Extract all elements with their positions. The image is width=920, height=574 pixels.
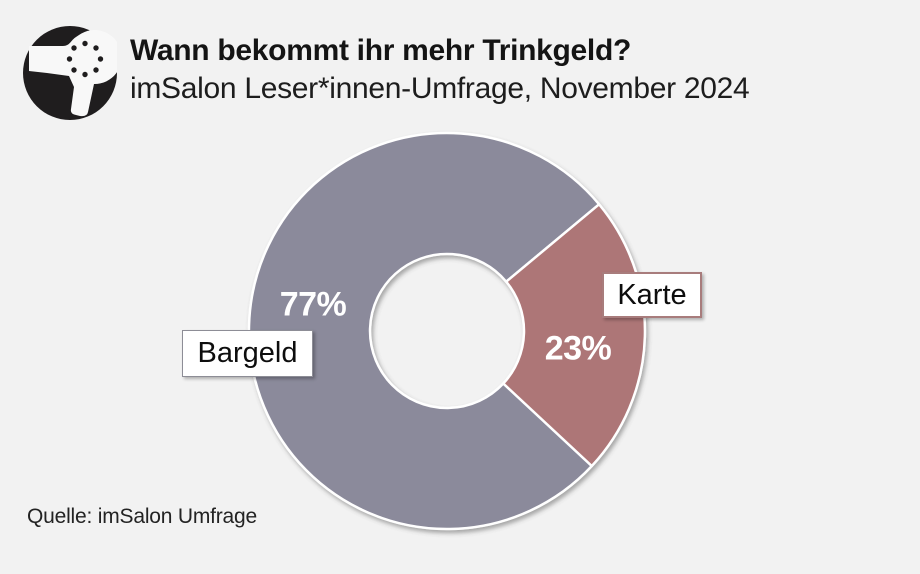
slice-percent-karte: 23% xyxy=(544,329,612,368)
source-note: Quelle: imSalon Umfrage xyxy=(27,505,257,528)
chart-title: Wann bekommt ihr mehr Trinkgeld? xyxy=(130,34,632,67)
chart-subtitle: imSalon Leser*innen-Umfrage, November 20… xyxy=(130,72,750,105)
slice-label-box-bargeld: Bargeld xyxy=(182,330,313,377)
title-block: Wann bekommt ihr mehr Trinkgeld? imSalon… xyxy=(130,34,750,109)
imsalon-logo xyxy=(23,26,122,120)
donut-slice-bargeld xyxy=(247,131,601,531)
hairdryer-icon xyxy=(23,26,122,120)
slice-label-box-karte: Karte xyxy=(602,272,702,318)
slice-percent-bargeld: 77% xyxy=(279,285,347,324)
